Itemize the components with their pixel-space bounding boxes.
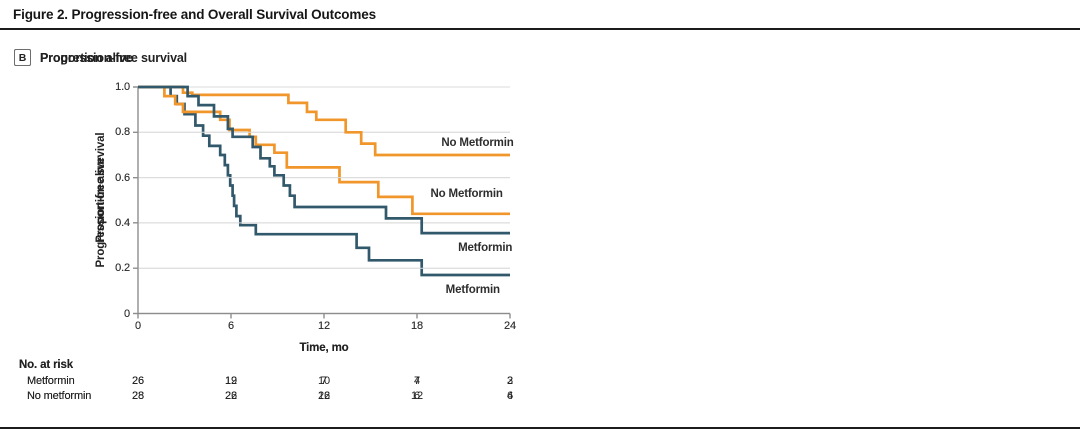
at-risk-value: 4 — [507, 390, 513, 402]
panel-b-proportion-alive: B Proportion alive Proportion alive Time… — [0, 45, 540, 427]
panel-a-x-axis-label: Time, mo — [299, 342, 349, 354]
at-risk-value: 19 — [225, 375, 237, 387]
metformin-km-curve — [138, 85, 510, 235]
axis-tick-marks — [133, 86, 511, 319]
y-tick-label: 0.2 — [115, 262, 130, 275]
x-tick-label: 12 — [318, 320, 330, 332]
y-tick-label: 0.4 — [115, 216, 130, 229]
x-tick-label: 6 — [228, 320, 234, 332]
y-tick-label: 0.6 — [115, 171, 130, 184]
at-risk-value: 22 — [318, 390, 330, 402]
title-divider-rule — [0, 28, 1080, 30]
no-metformin-km-curve — [138, 85, 510, 157]
curve-label-no-metformin: No Metformin — [441, 136, 514, 149]
panel-a-at-risk-row-metformin-label: Metformin — [27, 375, 75, 387]
at-risk-value: 7 — [414, 375, 420, 387]
panel-b-key-badge: B — [14, 49, 31, 66]
figure-title: Figure 2. Progression-free and Overall S… — [13, 7, 376, 22]
at-risk-value: 7 — [321, 375, 327, 387]
y-tick-label: 0.4 — [115, 216, 130, 229]
x-tick-label: 24 — [504, 320, 516, 332]
x-tick-label: 0 — [135, 320, 141, 332]
at-risk-value: 6 — [414, 390, 420, 402]
at-risk-value: 26 — [132, 375, 144, 387]
panel-b-title: Proportion alive — [40, 50, 133, 65]
x-tick-label: 6 — [228, 320, 234, 332]
y-tick-label: 0.8 — [115, 126, 130, 139]
at-risk-value: 4 — [414, 375, 420, 387]
y-tick-label: 0 — [124, 307, 130, 320]
at-risk-value: 3 — [507, 375, 513, 387]
at-risk-value: 26 — [132, 375, 144, 387]
at-risk-value: 22 — [225, 390, 237, 402]
y-tick-label: 0.6 — [115, 171, 130, 184]
curve-label-no-metformin: No Metformin — [430, 187, 503, 200]
y-tick-label: 1.0 — [115, 81, 130, 93]
at-risk-value: 10 — [318, 375, 330, 387]
y-tick-label: 0.2 — [115, 262, 130, 275]
panel-b-at-risk-row-no-metformin-label: No metformin — [27, 390, 92, 402]
panel-b-km-plot — [133, 85, 511, 319]
y-tick-label: 0 — [124, 307, 130, 320]
at-risk-value: 16 — [318, 390, 330, 402]
panel-a-title: Progression-free survival — [40, 50, 188, 65]
panel-b-x-axis-label: Time, mo — [299, 342, 349, 354]
y-tick-label: 0.8 — [115, 126, 130, 139]
curve-label-metformin: Metformin — [458, 241, 513, 254]
x-tick-label: 18 — [411, 320, 423, 332]
x-tick-label: 0 — [135, 320, 141, 332]
at-risk-value: 12 — [225, 375, 237, 387]
x-tick-label: 24 — [504, 320, 516, 332]
at-risk-value: 28 — [132, 390, 144, 402]
panel-b-at-risk-header: No. at risk — [19, 359, 73, 371]
curve-label-metformin: Metformin — [445, 283, 500, 296]
panel-a-at-risk-row-no-metformin-label: No metformin — [27, 390, 92, 402]
at-risk-value: 2 — [507, 375, 513, 387]
bottom-rule — [0, 427, 1080, 429]
at-risk-value: 28 — [132, 390, 144, 402]
at-risk-value: 26 — [225, 390, 237, 402]
panel-a-at-risk-header: No. at risk — [19, 359, 73, 371]
x-tick-label: 12 — [318, 320, 330, 332]
x-tick-label: 18 — [411, 320, 423, 332]
metformin-km-curve — [138, 85, 510, 277]
panel-b-at-risk-row-metformin-label: Metformin — [27, 375, 75, 387]
at-risk-value: 6 — [507, 390, 513, 402]
panel-b-header: B Proportion alive — [14, 49, 133, 66]
at-risk-value: 12 — [411, 390, 423, 402]
y-tick-label: 1.0 — [115, 81, 130, 93]
